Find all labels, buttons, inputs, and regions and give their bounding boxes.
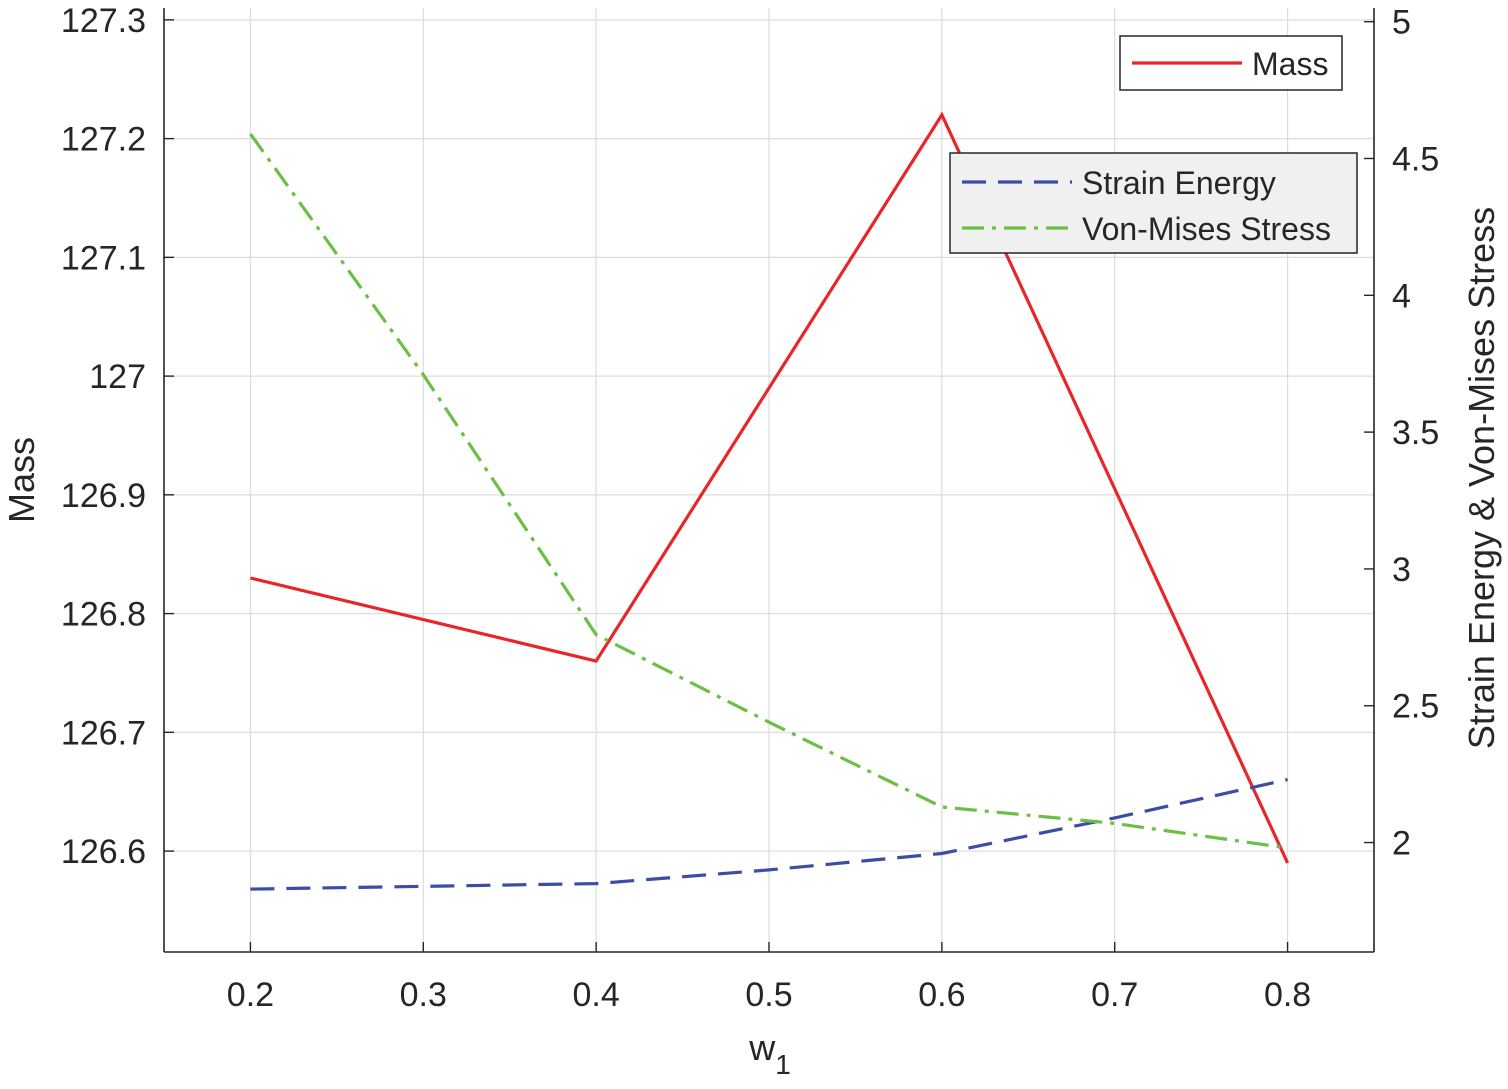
legend-mass-label: Mass (1252, 46, 1328, 82)
y-right-tick-label: 3.5 (1392, 414, 1439, 452)
y-left-tick-label: 126.9 (61, 477, 146, 515)
series-line-mass (250, 111, 1290, 864)
legend-strain-energy-label: Strain Energy (1082, 165, 1276, 201)
tick-labels: 0.2 0.3 0.4 0.5 0.6 0.7 0.8 126.6 126.7 126.8 126.… (61, 2, 1439, 1014)
y-axis-left-title: Mass (1, 437, 42, 523)
x-tick-label: 0.5 (745, 976, 792, 1014)
y-right-tick-label: 5 (1392, 4, 1411, 42)
y-left-tick-label: 126.7 (61, 714, 146, 752)
legend-von-mises-label: Von-Mises Stress (1082, 211, 1331, 247)
x-tick-label: 0.8 (1264, 976, 1311, 1014)
x-tick-label: 0.6 (918, 976, 965, 1014)
x-tick-label: 0.4 (573, 976, 620, 1014)
y-right-tick-label: 2 (1392, 825, 1411, 863)
y-left-tick-label: 126.6 (61, 833, 146, 871)
y-left-tick-label: 127.1 (61, 239, 146, 277)
legend-mass: Mass (1119, 35, 1343, 91)
x-tick-label: 0.7 (1091, 976, 1138, 1014)
y-right-tick-label: 3 (1392, 551, 1411, 589)
series-layer (249, 111, 1290, 891)
y-right-tick-label: 4.5 (1392, 140, 1439, 178)
series-line-strain-energy (250, 778, 1288, 891)
y-left-tick-label: 126.8 (61, 596, 146, 634)
legend-strain-stress: Strain Energy Von-Mises Stress (949, 152, 1358, 254)
y-axis-right-title: Strain Energy & Von-Mises Stress (1461, 207, 1502, 749)
y-left-tick-label: 127.3 (61, 2, 146, 40)
y-left-tick-label: 127 (89, 358, 146, 396)
legend-strain-stress-box (949, 152, 1358, 254)
x-tick-label: 0.3 (400, 976, 447, 1014)
series-line-von-mises-stress (249, 132, 1288, 850)
y-left-tick-label: 127.2 (61, 121, 146, 159)
x-axis-title-subscript: 1 (775, 1049, 791, 1080)
x-axis-title: w1 (748, 1027, 791, 1080)
x-tick-label: 0.2 (227, 976, 274, 1014)
y-right-tick-label: 4 (1392, 277, 1411, 315)
y-right-tick-label: 2.5 (1392, 688, 1439, 726)
axes (163, 8, 1375, 953)
x-axis-title-main: w (748, 1027, 776, 1068)
